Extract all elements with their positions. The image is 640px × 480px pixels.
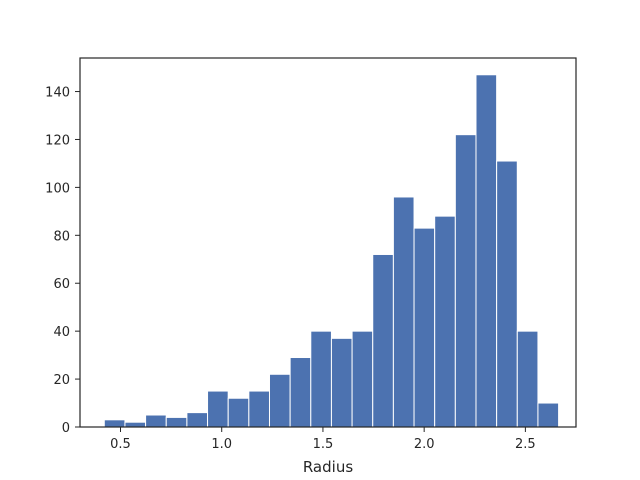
x-tick-label: 1.5 — [313, 437, 334, 452]
x-tick-label: 1.0 — [211, 437, 232, 452]
histogram-bar — [165, 416, 188, 428]
histogram-bar — [434, 215, 456, 428]
y-tick-label: 120 — [45, 133, 70, 148]
histogram-bar — [248, 390, 270, 428]
histogram-bar — [289, 357, 312, 428]
y-tick-label: 20 — [53, 373, 70, 388]
histogram-bar — [537, 402, 560, 428]
histogram-bar — [372, 253, 394, 428]
histogram-bar — [454, 134, 477, 428]
histogram-bar — [207, 390, 229, 428]
histogram-bar — [413, 227, 436, 428]
histogram-bar — [145, 414, 167, 428]
histogram-bar — [103, 419, 126, 428]
y-tick-label: 140 — [45, 86, 70, 101]
x-axis-label: Radius — [303, 458, 353, 476]
histogram-bar — [475, 74, 498, 428]
histogram-bar — [392, 196, 415, 428]
x-axis: 0.5 1.0 1.5 2.0 2.5 — [110, 427, 536, 452]
histogram-bar — [496, 160, 518, 428]
histogram-bar — [227, 397, 250, 428]
histogram-bar — [310, 330, 332, 428]
histogram-bar — [186, 412, 209, 428]
x-tick-label: 0.5 — [110, 437, 131, 452]
x-tick-label: 2.0 — [414, 437, 435, 452]
histogram-bar — [516, 330, 539, 428]
y-tick-label: 80 — [53, 229, 70, 244]
bars-layer — [103, 74, 560, 428]
plot-frame — [79, 57, 577, 428]
histogram-bar — [351, 330, 374, 428]
y-axis: 0 20 40 60 80 100 120 140 — [45, 86, 80, 436]
y-tick-label: 0 — [62, 421, 70, 436]
x-tick-label: 2.5 — [515, 437, 536, 452]
y-tick-label: 100 — [45, 181, 70, 196]
histogram-bar — [330, 337, 353, 428]
histogram-bar — [124, 421, 147, 428]
y-tick-label: 40 — [53, 325, 70, 340]
y-tick-label: 60 — [53, 277, 70, 292]
histogram-bar — [268, 373, 291, 428]
